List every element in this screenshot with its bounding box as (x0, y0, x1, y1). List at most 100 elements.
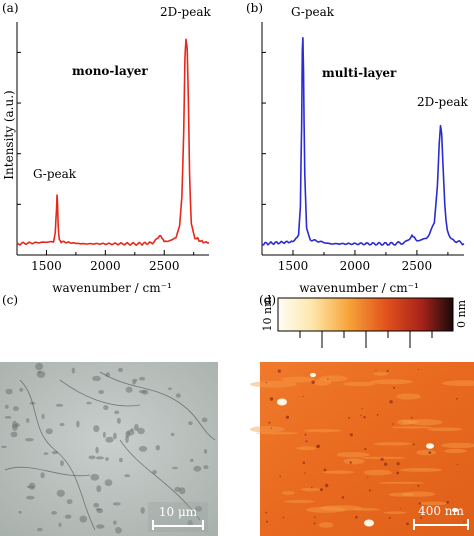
sem-spot (139, 376, 146, 381)
sem-spot (179, 487, 186, 495)
sem-spot (26, 495, 35, 500)
afm-ridge (336, 452, 370, 458)
sem-spot (168, 387, 172, 390)
panel-d: (d) 10 nm 0 nm 400 nm (249, 293, 474, 536)
afm-ridge (342, 381, 376, 387)
sem-spot (66, 499, 73, 505)
sem-spot (152, 470, 157, 475)
sem-spot (98, 390, 105, 394)
afm-ridge (284, 500, 315, 503)
x-tick-label-b: 2000 (340, 259, 371, 273)
afm-pit (268, 421, 271, 424)
afm-pit (410, 416, 413, 419)
afm-ridge (370, 379, 413, 385)
sem-spot (132, 380, 136, 385)
afm-pit (463, 521, 465, 523)
afm-pit (305, 440, 308, 443)
peak-label-g-a: G-peak (33, 167, 77, 181)
panel-d-label: (d) (259, 293, 276, 307)
afm-pit (396, 471, 400, 475)
afm-ridge (408, 419, 443, 426)
afm-pit (265, 381, 267, 384)
x-tick-label-a: 2000 (90, 259, 121, 273)
sem-spot (79, 515, 88, 523)
afm-pit (367, 476, 369, 478)
afm-pit (348, 417, 350, 419)
sem-spot (138, 390, 146, 394)
afm-pit (428, 451, 432, 454)
afm-ridge (360, 456, 406, 460)
sem-spot (51, 511, 57, 515)
sem-spot (41, 413, 45, 420)
afm-ridge (296, 446, 316, 451)
afm-pit (313, 522, 316, 525)
afm-pit (384, 462, 388, 466)
afm-ridge (255, 432, 300, 435)
sem-spot (140, 507, 145, 514)
sem-spot (193, 465, 202, 472)
sem-spot (76, 420, 80, 428)
afm-pit (285, 415, 289, 419)
sem-spot (95, 446, 99, 454)
x-tick-label-a: 2500 (149, 259, 180, 273)
sem-spot (124, 474, 131, 478)
sem-spot (194, 506, 203, 512)
sem-spot (88, 455, 96, 460)
colorbar-max-label: 10 nm (261, 296, 274, 332)
annotation-multi-layer: multi-layer (322, 66, 397, 80)
x-axis-label-b: wavenumber / cm⁻¹ (299, 281, 419, 295)
afm-pit (269, 397, 274, 401)
afm-pit (279, 475, 282, 478)
sem-spot (203, 465, 209, 470)
sem-spot (19, 387, 24, 392)
colorbar-min-label: 0 nm (455, 299, 468, 328)
sem-spot (203, 449, 208, 454)
afm-pit (327, 378, 329, 381)
plot-a: 1500 2000 2500 (16, 22, 210, 273)
sem-image: 10 μm (0, 362, 218, 536)
sem-spot (59, 422, 65, 427)
afm-pit (311, 380, 315, 384)
scalebar-label-d: 400 nm (418, 504, 464, 518)
afm-image: 400 nm (249, 362, 474, 536)
sem-spot (103, 405, 109, 411)
afm-particle (452, 507, 458, 513)
afm-pit (325, 483, 329, 488)
afm-pit (277, 369, 281, 373)
sem-spot (1, 445, 7, 449)
sem-spot (112, 502, 121, 506)
panel-c: (c) 10 μm (0, 293, 218, 536)
plot-b: 1500 2000 2500 (261, 22, 465, 273)
sem-spot (118, 367, 123, 373)
afm-pit (388, 516, 391, 519)
afm-ridge (396, 393, 421, 400)
sem-spot (4, 416, 12, 419)
afm-pit (349, 461, 352, 464)
panel-c-label: (c) (2, 293, 18, 307)
sem-spot (113, 432, 117, 440)
afm-ridge (373, 442, 413, 446)
panel-a: (a) 1500 2000 2500 mono-layer G-peak 2D-pe… (2, 1, 211, 295)
afm-ridge (281, 376, 316, 383)
afm-ridge (397, 419, 412, 425)
sem-spot (155, 444, 160, 451)
peak-label-2d-a: 2D-peak (160, 5, 211, 19)
sem-spot (175, 393, 181, 398)
afm-pit (380, 457, 384, 461)
sem-spot (105, 436, 114, 443)
sem-spot (12, 420, 18, 428)
sem-spot (102, 431, 106, 438)
afm-ridge (363, 469, 392, 476)
sem-spot (116, 417, 121, 424)
afm-pit (363, 416, 366, 419)
sem-spot (55, 403, 64, 407)
afm-pit (314, 516, 316, 518)
sem-spot (12, 406, 19, 412)
afm-pit (456, 397, 458, 400)
afm-pit (323, 468, 327, 472)
afm-ridge (383, 511, 407, 514)
sem-spot (25, 438, 34, 442)
afm-ridge (427, 427, 463, 432)
sem-spot (137, 427, 145, 435)
